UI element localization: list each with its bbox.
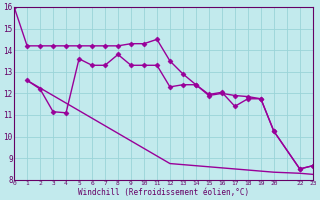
X-axis label: Windchill (Refroidissement éolien,°C): Windchill (Refroidissement éolien,°C) bbox=[78, 188, 249, 197]
